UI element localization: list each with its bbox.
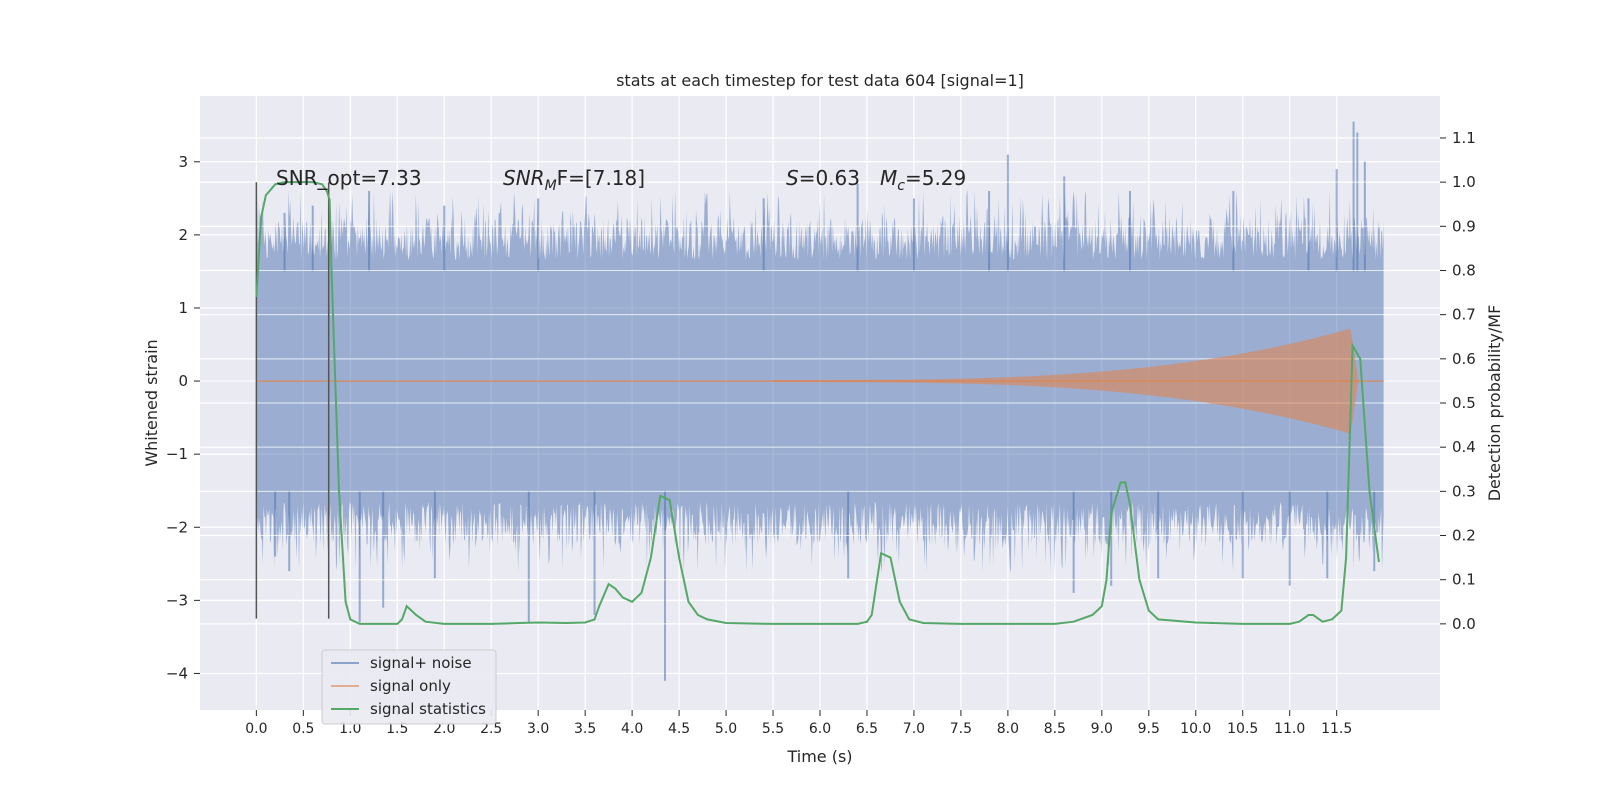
s-annotation: S=0.63 bbox=[786, 166, 860, 190]
x-tick-label-5: 2.5 bbox=[480, 721, 502, 737]
x-tick-label-16: 8.0 bbox=[997, 721, 1019, 737]
signal-noise-spikes bbox=[274, 121, 1376, 681]
yl-tick-label-1: 2 bbox=[178, 226, 188, 244]
snr-mf-annotation: SNRMF=[7.18] bbox=[503, 166, 645, 194]
yl-tick-label-4: −1 bbox=[166, 445, 188, 463]
x-axis-ticks: 0.0 0.5 1.0 1.5 2.0 2.5 3.0 3.5 4.0 4.5 5.0 5.5 6.0 6… bbox=[245, 710, 1352, 737]
legend-box bbox=[321, 649, 497, 725]
snr-opt-annotation: SNR_opt=7.33 bbox=[276, 166, 422, 190]
legend-label-signal-only: signal only bbox=[370, 677, 451, 695]
yr-tick-label-2: 0.9 bbox=[1452, 217, 1476, 235]
legend-label-signal-statistics: signal statistics bbox=[370, 700, 486, 718]
x-tick-label-10: 5.0 bbox=[715, 721, 737, 737]
yl-tick-label-0: 3 bbox=[178, 153, 188, 171]
x-tick-label-11: 5.5 bbox=[762, 721, 784, 737]
yl-tick-label-3: 0 bbox=[178, 372, 188, 390]
signal-only-series bbox=[773, 328, 1384, 434]
left-y-axis-label: Whitened strain bbox=[142, 339, 161, 466]
x-axis-label: Time (s) bbox=[786, 747, 852, 766]
left-y-axis-ticks: 3 2 1 0 −1 −2 −3 −4 bbox=[166, 153, 200, 682]
legend: signal+ noise signal only signal statist… bbox=[321, 649, 497, 725]
window-markers bbox=[255, 182, 330, 619]
x-tick-label-4: 2.0 bbox=[433, 721, 455, 737]
right-y-axis-label: Detection probability/MF bbox=[1485, 305, 1504, 502]
x-tick-label-2: 1.0 bbox=[339, 721, 361, 737]
legend-label-signal-noise: signal+ noise bbox=[370, 654, 472, 672]
x-tick-label-18: 9.0 bbox=[1091, 721, 1113, 737]
signal-statistics-line bbox=[255, 181, 1380, 625]
x-tick-label-7: 3.5 bbox=[574, 721, 596, 737]
yr-tick-label-3: 0.8 bbox=[1452, 261, 1476, 279]
yl-tick-label-6: −3 bbox=[166, 591, 188, 609]
yr-tick-label-7: 0.4 bbox=[1452, 438, 1476, 456]
yr-tick-label-8: 0.3 bbox=[1452, 482, 1476, 500]
gridlines-y-overlay bbox=[200, 137, 1440, 625]
yr-tick-label-9: 0.2 bbox=[1452, 527, 1476, 545]
x-tick-label-19: 9.5 bbox=[1138, 721, 1160, 737]
x-tick-label-1: 0.5 bbox=[292, 721, 314, 737]
x-tick-label-22: 11.0 bbox=[1274, 721, 1305, 737]
x-tick-label-20: 10.0 bbox=[1180, 721, 1211, 737]
x-tick-label-3: 1.5 bbox=[386, 721, 408, 737]
x-tick-label-14: 7.0 bbox=[903, 721, 925, 737]
yr-tick-label-10: 0.1 bbox=[1452, 571, 1476, 589]
x-tick-label-15: 7.5 bbox=[950, 721, 972, 737]
yr-tick-label-4: 0.7 bbox=[1452, 306, 1476, 324]
x-tick-label-23: 11.5 bbox=[1321, 721, 1352, 737]
yl-tick-label-7: −4 bbox=[166, 664, 188, 682]
x-tick-label-21: 10.5 bbox=[1227, 721, 1258, 737]
yr-tick-label-11: 0.0 bbox=[1452, 615, 1476, 633]
x-tick-label-12: 6.0 bbox=[809, 721, 831, 737]
chart-title: stats at each timestep for test data 604… bbox=[616, 71, 1024, 90]
right-y-axis-ticks: 1.1 1.0 0.9 0.8 0.7 0.6 0.5 0.4 0.3 0.2 0.1 0.0 bbox=[1440, 129, 1476, 633]
yl-tick-label-2: 1 bbox=[178, 299, 188, 317]
yl-tick-label-5: −2 bbox=[166, 518, 188, 536]
yr-tick-label-6: 0.5 bbox=[1452, 394, 1476, 412]
x-tick-label-0: 0.0 bbox=[245, 721, 267, 737]
mc-annotation: Mc=5.29 bbox=[880, 166, 966, 194]
yr-tick-label-1: 1.0 bbox=[1452, 173, 1476, 191]
x-tick-label-6: 3.0 bbox=[527, 721, 549, 737]
x-tick-label-8: 4.0 bbox=[621, 721, 643, 737]
yr-tick-label-0: 1.1 bbox=[1452, 129, 1476, 147]
yr-tick-label-5: 0.6 bbox=[1452, 350, 1476, 368]
x-tick-label-13: 6.5 bbox=[856, 721, 878, 737]
x-tick-label-9: 4.5 bbox=[668, 721, 690, 737]
x-tick-label-17: 8.5 bbox=[1044, 721, 1066, 737]
